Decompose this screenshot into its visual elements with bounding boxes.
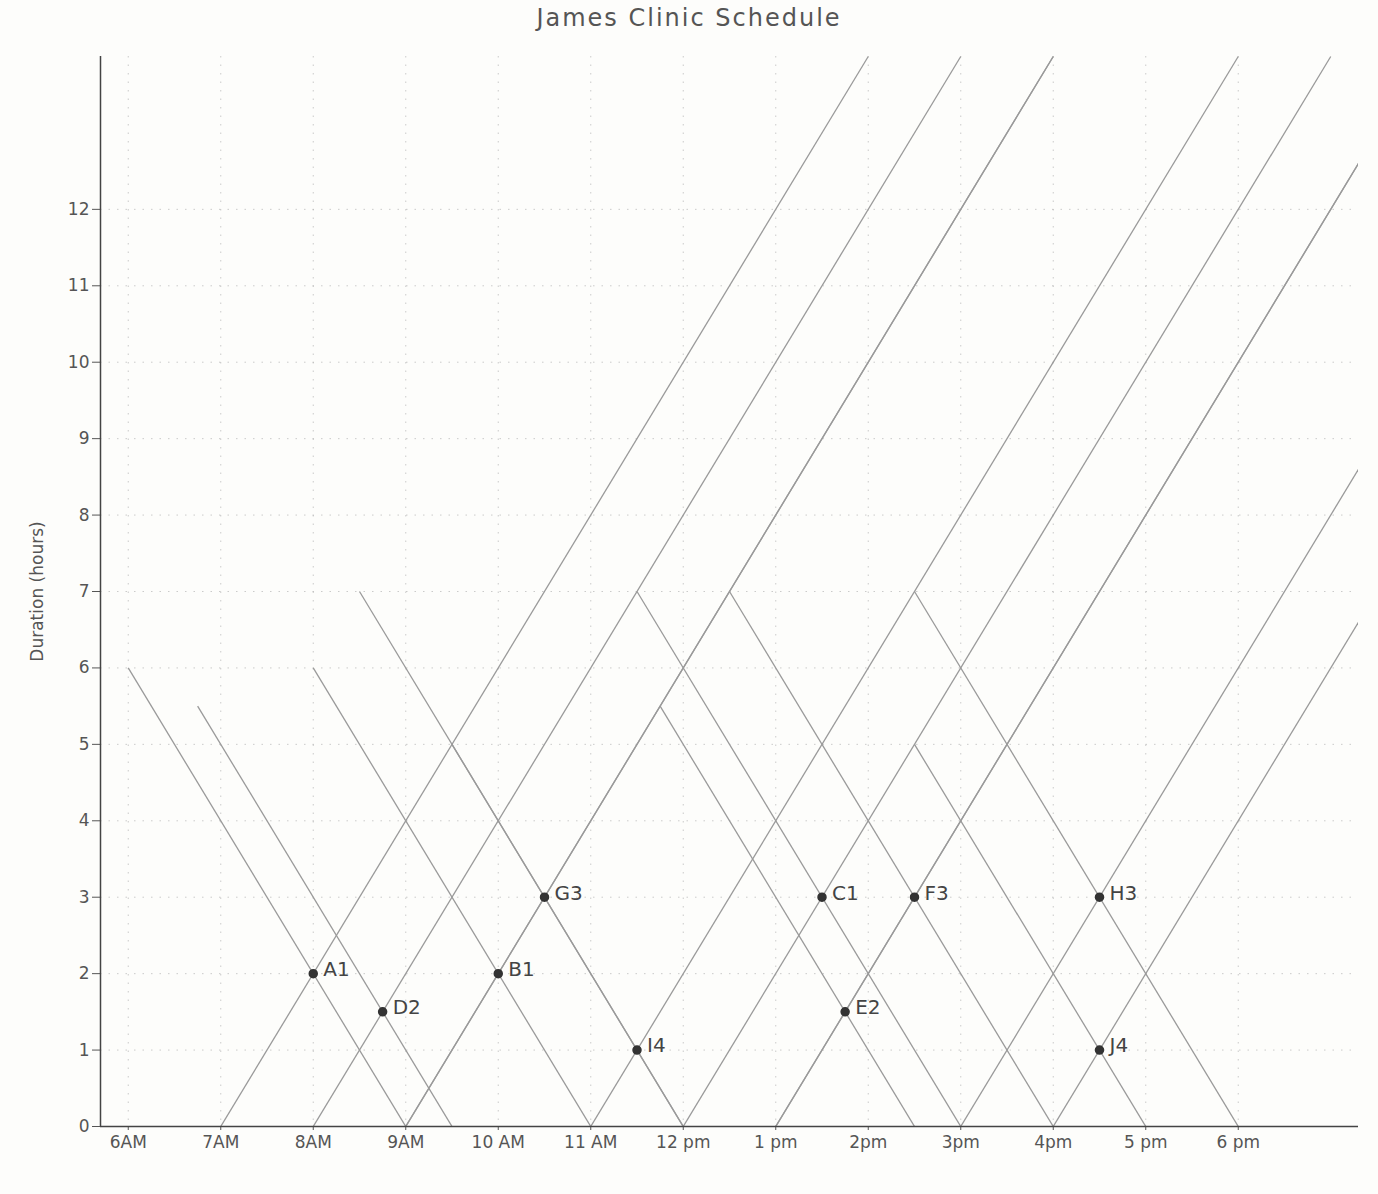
svg-text:2pm: 2pm xyxy=(849,1132,887,1152)
svg-text:11 AM: 11 AM xyxy=(564,1132,617,1152)
svg-text:2: 2 xyxy=(79,963,90,983)
svg-text:F3: F3 xyxy=(925,881,949,905)
svg-text:H3: H3 xyxy=(1110,881,1138,905)
svg-text:6: 6 xyxy=(79,657,90,677)
svg-text:7AM: 7AM xyxy=(202,1132,239,1152)
svg-text:G3: G3 xyxy=(555,881,583,905)
svg-text:9: 9 xyxy=(79,428,90,448)
svg-text:B1: B1 xyxy=(508,957,534,981)
svg-text:3pm: 3pm xyxy=(942,1132,980,1152)
svg-text:12: 12 xyxy=(68,199,90,219)
svg-text:4: 4 xyxy=(79,810,90,830)
svg-text:1 pm: 1 pm xyxy=(754,1132,798,1152)
svg-text:C1: C1 xyxy=(832,881,859,905)
svg-text:3: 3 xyxy=(79,887,90,907)
svg-text:5: 5 xyxy=(79,734,90,754)
svg-text:E2: E2 xyxy=(855,995,880,1019)
svg-text:8AM: 8AM xyxy=(295,1132,332,1152)
svg-text:Duration (hours): Duration (hours) xyxy=(27,521,47,661)
svg-text:5 pm: 5 pm xyxy=(1124,1132,1168,1152)
svg-text:10: 10 xyxy=(68,352,90,372)
svg-text:10 AM: 10 AM xyxy=(472,1132,525,1152)
svg-text:A1: A1 xyxy=(323,957,349,981)
svg-text:0: 0 xyxy=(79,1116,90,1136)
svg-text:6 pm: 6 pm xyxy=(1216,1132,1260,1152)
svg-text:12 pm: 12 pm xyxy=(656,1132,710,1152)
svg-text:D2: D2 xyxy=(393,995,421,1019)
svg-text:J4: J4 xyxy=(1108,1033,1129,1057)
svg-text:11: 11 xyxy=(68,275,90,295)
svg-text:I4: I4 xyxy=(647,1033,666,1057)
svg-text:4pm: 4pm xyxy=(1034,1132,1072,1152)
svg-text:8: 8 xyxy=(79,505,90,525)
svg-text:9AM: 9AM xyxy=(387,1132,424,1152)
svg-text:7: 7 xyxy=(79,581,90,601)
svg-text:1: 1 xyxy=(79,1040,90,1060)
html-text:James Clinic Schedule: James Clinic Schedule xyxy=(536,4,842,32)
svg-text:6AM: 6AM xyxy=(110,1132,147,1152)
